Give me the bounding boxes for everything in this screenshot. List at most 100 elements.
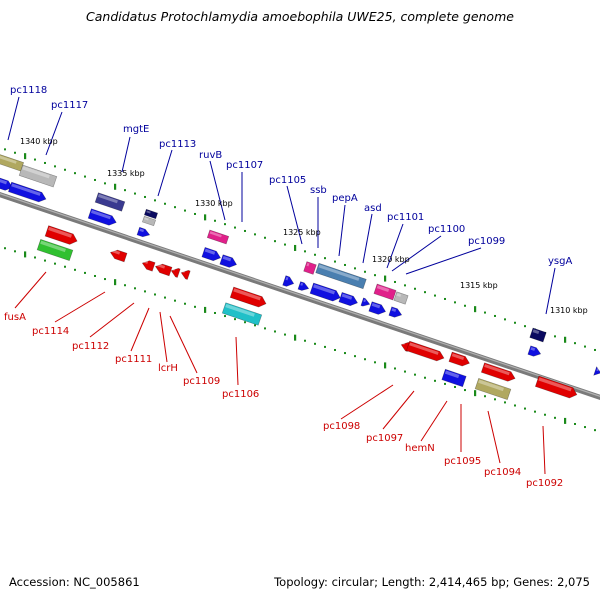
gene-feature: [143, 208, 159, 220]
gene-shine: [156, 263, 166, 269]
scale-tick: [254, 233, 256, 236]
gene-track: [0, 152, 600, 401]
gene-label[interactable]: lcrH: [158, 363, 178, 374]
gene-label[interactable]: mgtE: [123, 124, 149, 135]
scale-tick: [504, 401, 506, 404]
leader-line: [487, 410, 501, 464]
gene-body: [94, 192, 126, 212]
gene-shine: [300, 282, 304, 286]
scale-tick: [444, 297, 446, 300]
gene-label[interactable]: ruvB: [199, 150, 222, 161]
gene-label[interactable]: asd: [364, 203, 382, 214]
gene-label[interactable]: pc1092: [526, 478, 563, 489]
gene-label[interactable]: pc1118: [10, 85, 47, 96]
gene-feature: [315, 262, 367, 290]
gene-label[interactable]: pc1095: [444, 456, 481, 467]
leader-line: [235, 336, 239, 386]
gene-feature: [448, 351, 470, 367]
scale-tick: [564, 336, 567, 343]
scale-tick: [4, 148, 6, 151]
scale-tick: [94, 274, 96, 277]
gene-shine: [98, 194, 118, 204]
scale-tick: [514, 321, 516, 324]
gene-feature: [87, 208, 117, 226]
gene-body: [109, 249, 128, 263]
gene-feature: [141, 260, 156, 272]
leader-line: [542, 425, 546, 475]
gene-label[interactable]: pc1106: [222, 389, 259, 400]
scale-tick: [84, 175, 86, 178]
scale-tick: [104, 278, 106, 281]
gene-label[interactable]: pc1117: [51, 100, 88, 111]
gene-label[interactable]: pc1094: [484, 467, 521, 478]
scale-tick: [474, 390, 477, 397]
gene-feature: [480, 362, 516, 382]
scale-tick: [214, 219, 216, 222]
gene-feature: [388, 306, 403, 318]
gene-label[interactable]: ssb: [310, 185, 327, 196]
gene-shine: [139, 228, 145, 233]
leader-line: [169, 315, 198, 374]
leader-line: [121, 136, 131, 173]
scale-tick: [534, 410, 536, 413]
gene-label[interactable]: hemN: [405, 443, 435, 454]
scale-tick: [264, 327, 266, 330]
gene-feature: [338, 291, 358, 307]
leader-line: [89, 302, 135, 338]
gene-label[interactable]: pc1105: [269, 175, 306, 186]
scale-tick: [424, 291, 426, 294]
gene-label[interactable]: pc1101: [387, 212, 424, 223]
gene-body: [201, 246, 221, 262]
scale-tick: [324, 345, 326, 348]
gene-feature: [0, 152, 25, 172]
leader-line: [286, 185, 303, 245]
gene-shine: [233, 288, 261, 301]
gene-body: [8, 181, 47, 203]
gene-label[interactable]: fusA: [4, 312, 26, 323]
gene-shine: [313, 284, 336, 295]
gene-label[interactable]: pc1099: [468, 236, 505, 247]
scale-label: 1310 kbp: [550, 306, 588, 315]
gene-label[interactable]: pc1114: [32, 326, 69, 337]
gene-label[interactable]: pc1111: [115, 354, 152, 365]
gene-feature: [180, 269, 191, 280]
label-leader-lines: [7, 96, 556, 475]
gene-labels-bottom: fusA pc1114 pc1112 pc1111 lcrH pc1109 pc…: [4, 312, 563, 489]
gene-label[interactable]: pepA: [332, 193, 358, 204]
gene-label[interactable]: ysgA: [548, 256, 572, 267]
gene-label[interactable]: pc1113: [159, 139, 196, 150]
scale-tick: [414, 287, 416, 290]
gene-label[interactable]: pc1098: [323, 421, 360, 432]
scale-label: 1330 kbp: [195, 199, 233, 208]
scale-tick: [544, 413, 546, 416]
scale-tick: [594, 348, 596, 351]
scale-tick: [224, 315, 226, 318]
gene-label[interactable]: pc1097: [366, 433, 403, 444]
leader-line: [14, 271, 47, 309]
leader-line: [362, 213, 373, 264]
gene-feature: [170, 267, 181, 278]
gene-shine: [391, 308, 397, 312]
gene-shine: [532, 329, 540, 335]
scale-tick: [34, 256, 36, 259]
scale-tick: [374, 274, 376, 277]
gene-label[interactable]: pc1109: [183, 376, 220, 387]
gene-label[interactable]: pc1107: [226, 160, 263, 171]
gene-shine: [538, 377, 572, 392]
gene-body: [534, 375, 578, 399]
gene-feature: [44, 225, 78, 245]
accession-text: Accession: NC_005861: [9, 575, 140, 589]
gene-body: [338, 291, 358, 307]
scale-tick: [344, 263, 346, 266]
scale-tick: [54, 262, 56, 265]
gene-feature: [309, 282, 341, 302]
gene-label[interactable]: pc1112: [72, 341, 109, 352]
gene-feature: [527, 345, 542, 357]
leader-line: [382, 390, 415, 430]
gene-shine: [341, 293, 353, 300]
gene-feature: [36, 238, 74, 262]
scale-label: 1340 kbp: [20, 137, 58, 146]
gene-body: [136, 226, 151, 238]
gene-label[interactable]: pc1100: [428, 224, 465, 235]
gene-feature: [393, 291, 409, 305]
